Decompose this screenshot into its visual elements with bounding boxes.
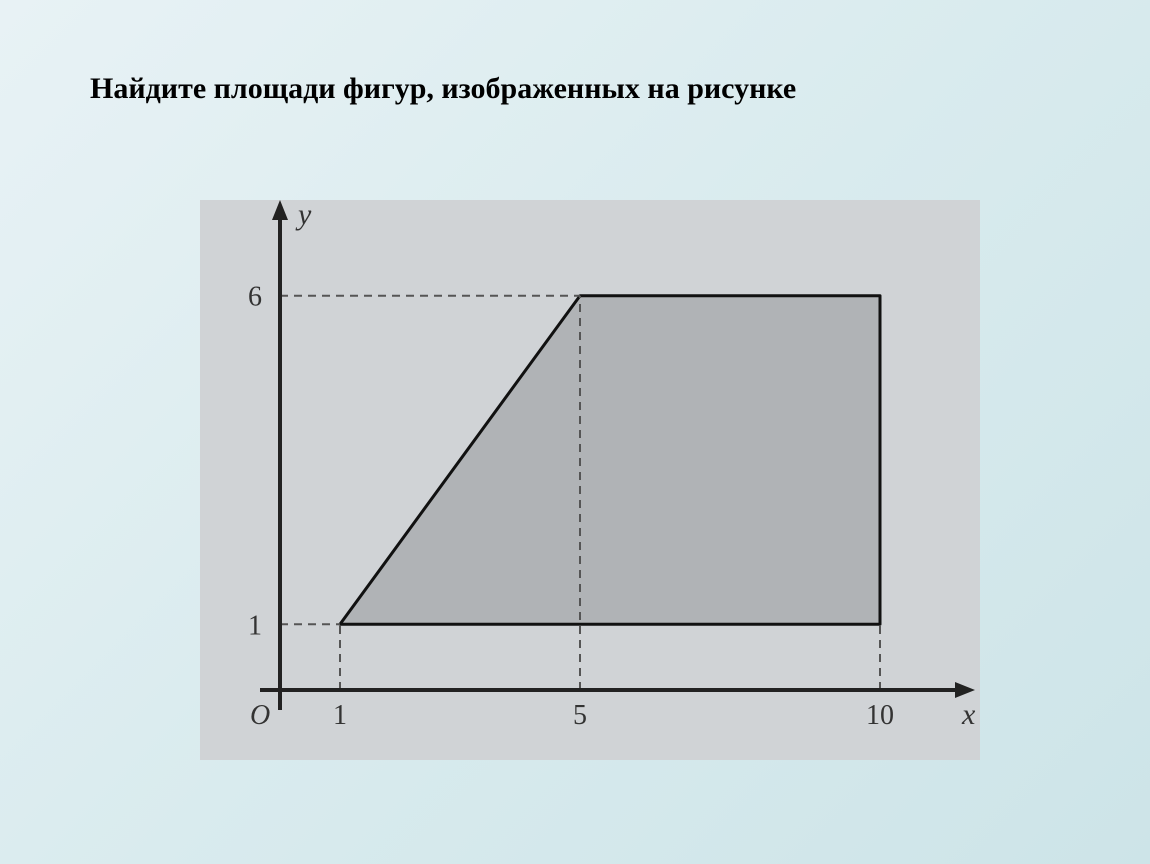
- y-axis-label: y: [295, 200, 312, 231]
- origin-label: O: [250, 700, 270, 731]
- x-tick-label: 1: [333, 700, 347, 731]
- y-tick-label: 1: [248, 610, 262, 641]
- x-tick-label: 10: [866, 700, 894, 731]
- page-title: Найдите площади фигур, изображенных на р…: [90, 72, 796, 106]
- chart-area: 1 5 10 1 6 y x O: [200, 200, 980, 760]
- y-tick-label: 6: [248, 282, 262, 313]
- x-tick-label: 5: [573, 700, 587, 731]
- x-axis-label: x: [961, 698, 976, 731]
- geometry-chart: 1 5 10 1 6 y x O: [200, 200, 980, 760]
